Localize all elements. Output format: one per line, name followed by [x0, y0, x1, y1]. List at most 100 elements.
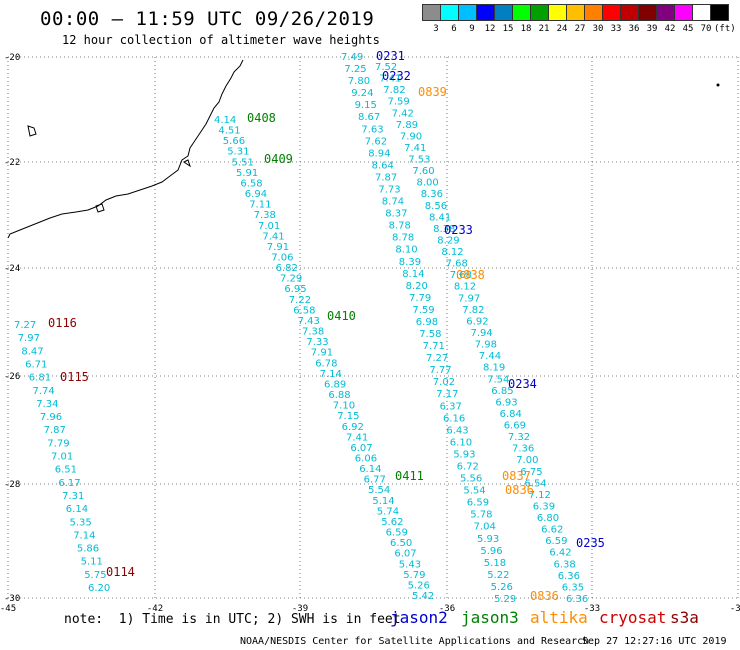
scale-label: 6	[451, 24, 457, 34]
wave-height-value: 8.29	[437, 236, 459, 247]
wave-height-value: 7.25	[344, 64, 366, 75]
credit-line: NOAA/NESDIS Center for Satellite Applica…	[240, 636, 590, 647]
wave-height-value: 7.02	[433, 377, 455, 388]
wave-height-value: 8.78	[392, 233, 414, 244]
island-marker	[716, 83, 720, 87]
wave-height-value: 6.50	[390, 538, 412, 549]
wave-height-value: 5.26	[408, 580, 430, 591]
wave-height-value: 5.96	[480, 546, 502, 557]
wave-height-value: 5.35	[70, 517, 92, 528]
wave-height-value: 7.49	[341, 52, 363, 63]
wave-height-value: 6.85	[491, 386, 513, 397]
wave-height-value: 6.59	[467, 498, 489, 509]
wave-height-value: 8.20	[406, 281, 428, 292]
wave-height-value: 6.42	[549, 548, 571, 559]
lon-tick-label: -39	[292, 604, 308, 614]
wave-height-value: 6.81	[29, 373, 51, 384]
wave-height-value: 6.16	[443, 413, 465, 424]
wave-height-value: 7.41	[379, 74, 401, 85]
wave-height-value: 6.59	[386, 528, 408, 539]
wave-height-value: 7.44	[479, 351, 501, 362]
wave-height-value: 7.11	[249, 200, 271, 211]
wave-height-value: 8.38	[433, 224, 455, 235]
wave-height-value: 8.74	[382, 197, 404, 208]
wave-height-value: 6.59	[545, 536, 567, 547]
pass-label: 0231	[376, 49, 405, 63]
wave-height-value: 8.39	[399, 257, 421, 268]
wave-height-value: 6.62	[541, 525, 563, 536]
wave-height-value: 6.39	[533, 502, 555, 513]
wave-height-value: 8.19	[483, 363, 505, 374]
scale-label: 18	[520, 24, 532, 34]
wave-height-value: 6.77	[364, 475, 386, 486]
wave-height-value: 7.42	[392, 108, 414, 119]
wave-height-value: 7.31	[62, 491, 84, 502]
wave-height-value: 6.92	[342, 422, 364, 433]
wave-height-value: 7.58	[419, 329, 441, 340]
wave-height-value: 7.97	[458, 293, 480, 304]
footer-note: note: 1) Time is in UTC; 2) SWH is in fe…	[64, 612, 401, 627]
wave-height-value: 7.04	[474, 522, 496, 533]
wave-height-value: 6.35	[562, 582, 584, 593]
scale-label: 12	[484, 24, 496, 34]
wave-height-value: 7.94	[471, 328, 493, 339]
map-grid	[7, 56, 739, 599]
wave-height-value: 7.54	[487, 374, 509, 385]
wave-height-value: 6.07	[350, 443, 372, 454]
wave-height-value: 6.20	[88, 583, 110, 594]
timestamp: Sep 27 12:27:16 UTC 2019	[582, 636, 727, 647]
chart-title: 00:00 — 11:59 UTC 09/26/2019	[40, 8, 375, 30]
lon-tick-label: -30	[730, 604, 740, 614]
pass-label: 0838	[456, 268, 485, 282]
wave-height-value: 7.59	[388, 97, 410, 108]
lon-tick-label: -42	[147, 604, 163, 614]
wave-height-value: 7.43	[298, 316, 320, 327]
wave-height-value: 7.27	[426, 353, 448, 364]
wave-height-value: 7.68	[450, 270, 472, 281]
wave-height-value: 9.15	[355, 100, 377, 111]
wave-height-value: 7.36	[512, 444, 534, 455]
wave-height-value: 6.10	[450, 437, 472, 448]
wave-height-value: 5.26	[491, 582, 513, 593]
wave-height-value: 6.14	[66, 504, 88, 515]
wave-height-value: 7.60	[412, 166, 434, 177]
wave-height-value: 9.24	[351, 88, 373, 99]
wave-height-value: 6.78	[315, 358, 337, 369]
wave-height-value: 7.91	[267, 242, 289, 253]
wave-height-value: 7.89	[396, 120, 418, 131]
pass-label: 0408	[247, 111, 276, 125]
wave-height-value: 6.58	[293, 305, 315, 316]
pass-label: 0116	[48, 316, 77, 330]
wave-height-value: 6.84	[500, 409, 522, 420]
wave-height-value: 5.43	[399, 559, 421, 570]
satellite-legend-item: altika	[530, 608, 588, 627]
coastline	[7, 59, 244, 239]
wave-height-value: 7.98	[475, 340, 497, 351]
wave-height-value: 6.54	[525, 478, 547, 489]
wave-height-value: 5.56	[460, 474, 482, 485]
wave-height-value: 6.88	[328, 390, 350, 401]
wave-height-value: 5.22	[487, 570, 509, 581]
wave-height-value: 5.11	[81, 557, 103, 568]
wave-height-value: 5.18	[484, 558, 506, 569]
wave-height-value: 7.41	[404, 143, 426, 154]
wave-height-value: 7.68	[446, 259, 468, 270]
wave-height-value: 8.47	[21, 346, 43, 357]
wave-height-value: 6.82	[276, 263, 298, 274]
wave-height-value: 8.78	[389, 221, 411, 232]
satellite-legend-item: cryosat	[599, 608, 667, 627]
wave-height-value: 5.75	[84, 570, 106, 581]
lon-tick-label: -33	[584, 604, 600, 614]
wave-height-value: 5.86	[77, 544, 99, 555]
wave-height-value: 7.80	[348, 76, 370, 87]
pass-label: 0836	[530, 589, 559, 603]
wave-height-value: 5.31	[227, 147, 249, 158]
wave-height-value: 6.06	[355, 454, 377, 465]
scale-label: 36	[628, 24, 640, 34]
scale-label: 9	[469, 24, 475, 34]
wave-height-value: 6.07	[394, 549, 416, 560]
wave-height-value: 7.59	[412, 305, 434, 316]
lat-tick-label: -22	[4, 158, 20, 168]
wave-height-value: 5.62	[381, 517, 403, 528]
